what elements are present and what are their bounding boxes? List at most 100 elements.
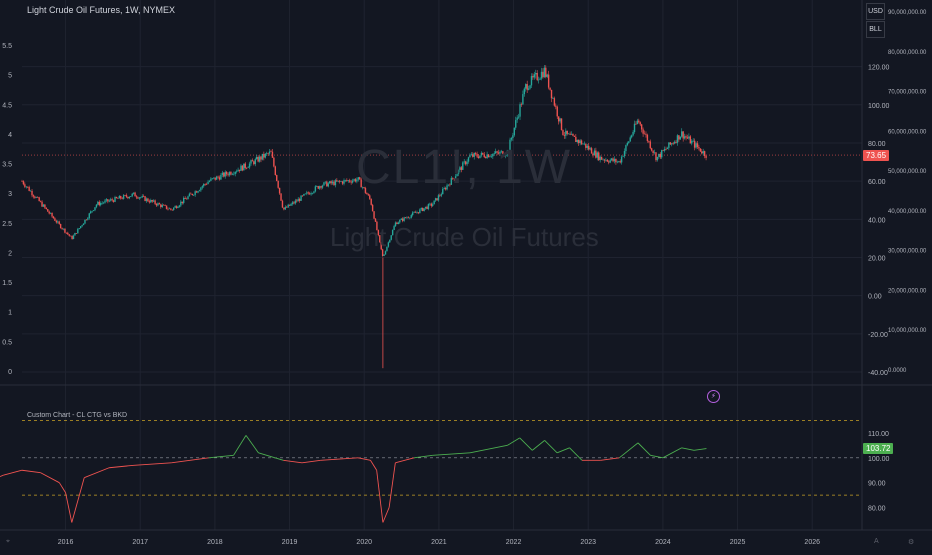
candle-body bbox=[691, 140, 693, 144]
candle-body bbox=[682, 131, 684, 139]
candle-body bbox=[197, 191, 199, 193]
candle-body bbox=[589, 148, 591, 150]
candle-body bbox=[314, 186, 317, 192]
gear-icon[interactable]: ⚙ bbox=[908, 539, 915, 546]
candle-body bbox=[523, 88, 526, 95]
candle-body bbox=[247, 167, 249, 169]
candle-body bbox=[77, 228, 79, 234]
left-axis-tick: 3 bbox=[8, 191, 12, 198]
currency-selector[interactable]: USD bbox=[866, 3, 885, 20]
candle-body bbox=[639, 122, 641, 125]
candle-body bbox=[359, 177, 361, 180]
candle-body bbox=[377, 230, 380, 236]
unit-selector[interactable]: BLL bbox=[866, 21, 885, 38]
indicator-line-segment bbox=[0, 474, 4, 478]
candle-body bbox=[567, 133, 570, 135]
candle-body bbox=[303, 193, 305, 196]
candle-body bbox=[333, 181, 335, 186]
candle-body bbox=[177, 206, 179, 209]
candle-body bbox=[470, 154, 473, 156]
candle-body bbox=[294, 200, 297, 204]
candle-body bbox=[615, 158, 617, 163]
candle-body bbox=[476, 153, 478, 157]
candle-body bbox=[74, 233, 76, 236]
indicator-title[interactable]: Custom Chart - CL CTG vs BKD bbox=[27, 412, 128, 419]
candle-body bbox=[231, 173, 234, 175]
indicator-line-segment bbox=[507, 437, 521, 446]
volume-axis-tick: 30,000,000.00 bbox=[888, 249, 927, 255]
candle-body bbox=[656, 156, 659, 161]
candle-body bbox=[308, 193, 311, 195]
candle-body bbox=[318, 186, 321, 189]
candle-body bbox=[702, 151, 704, 154]
candle-body bbox=[381, 249, 384, 256]
candle-body bbox=[118, 196, 121, 199]
candle-body bbox=[633, 123, 636, 133]
time-axis-tick: 2022 bbox=[506, 539, 522, 546]
candle-body bbox=[620, 156, 623, 163]
candle-body bbox=[689, 136, 692, 144]
candle-body bbox=[251, 160, 254, 162]
candle-body bbox=[180, 201, 182, 206]
candle-body bbox=[178, 205, 181, 207]
watermark-symbol: CL1!, 1W bbox=[356, 141, 573, 194]
candle-body bbox=[84, 219, 86, 224]
candle-body bbox=[328, 181, 331, 184]
auto-scale-icon[interactable]: A bbox=[874, 538, 879, 545]
price-axis-tick: -40.00 bbox=[868, 370, 888, 377]
candle-body bbox=[205, 184, 208, 185]
time-axis-tick: 2021 bbox=[431, 539, 447, 546]
candle-body bbox=[638, 120, 640, 123]
indicator-axis-tick: 110.00 bbox=[868, 431, 889, 438]
candle-body bbox=[188, 193, 191, 197]
candle-body bbox=[610, 158, 613, 161]
candle-body bbox=[424, 206, 427, 209]
candle-body bbox=[61, 228, 63, 229]
candle-body bbox=[71, 236, 73, 239]
candle-body bbox=[570, 133, 573, 135]
candle-body bbox=[480, 152, 483, 156]
candle-body bbox=[699, 148, 702, 152]
candle-body bbox=[147, 198, 149, 202]
candle-body bbox=[215, 176, 218, 180]
candle-body bbox=[193, 194, 195, 196]
candle-body bbox=[92, 210, 95, 211]
candle-body bbox=[578, 139, 580, 144]
candle-body bbox=[274, 166, 277, 175]
lightning-icon[interactable]: ⚡ bbox=[707, 390, 720, 403]
candle-body bbox=[161, 204, 163, 208]
candle-body bbox=[62, 228, 65, 230]
candle-body bbox=[194, 191, 196, 195]
candle-body bbox=[535, 72, 537, 75]
timezone-icon[interactable]: ⌖ bbox=[6, 538, 10, 545]
candle-body bbox=[181, 201, 183, 203]
candle-body bbox=[507, 150, 510, 152]
candle-body bbox=[497, 152, 500, 154]
volume-axis-tick: 70,000,000.00 bbox=[888, 90, 927, 96]
candle-body bbox=[605, 159, 607, 161]
candle-body bbox=[152, 200, 155, 202]
candle-body bbox=[21, 181, 23, 182]
candle-body bbox=[701, 151, 703, 154]
candle-body bbox=[334, 180, 337, 186]
candle-body bbox=[603, 159, 606, 161]
time-axis-tick: 2025 bbox=[730, 539, 746, 546]
indicator-line-segment bbox=[357, 457, 371, 461]
candle-body bbox=[300, 195, 302, 201]
indicator-line-segment bbox=[133, 462, 172, 466]
candle-body bbox=[364, 188, 367, 193]
candle-body bbox=[437, 195, 440, 201]
candle-body bbox=[533, 74, 536, 78]
candle-body bbox=[422, 207, 424, 211]
candle-body bbox=[482, 152, 484, 155]
candle-body bbox=[686, 137, 689, 139]
candle-body bbox=[331, 181, 334, 184]
indicator-axis-tick: 90.00 bbox=[868, 481, 886, 488]
indicator-line-segment bbox=[21, 469, 41, 474]
candle-body bbox=[520, 104, 523, 105]
candle-body bbox=[327, 183, 329, 187]
candle-body bbox=[479, 155, 481, 159]
candle-body bbox=[529, 85, 531, 89]
